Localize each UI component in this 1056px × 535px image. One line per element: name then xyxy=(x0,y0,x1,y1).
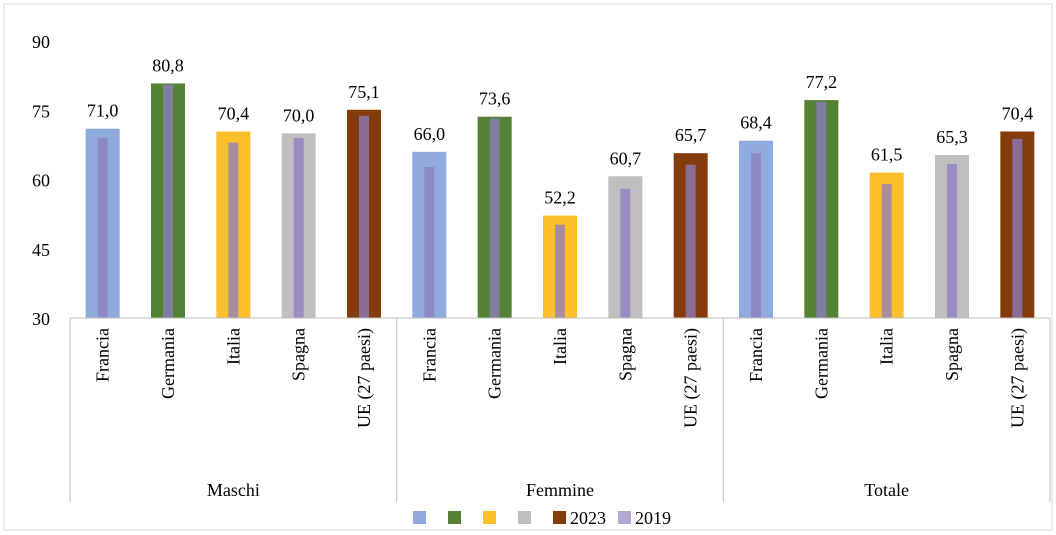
x-group-label: Maschi xyxy=(207,480,260,500)
y-tick-label: 75 xyxy=(32,101,50,121)
x-category-label: Germania xyxy=(158,328,178,399)
legend: 2023 2019 xyxy=(413,508,671,528)
legend-swatch xyxy=(618,511,631,524)
data-label: 80,8 xyxy=(152,55,184,75)
y-tick-label: 45 xyxy=(32,240,50,260)
x-category-label: Spagna xyxy=(615,328,635,381)
bar-2019 xyxy=(424,167,435,318)
bar-2019 xyxy=(293,137,304,318)
legend-swatch xyxy=(518,511,531,524)
bar-2019 xyxy=(1012,138,1023,318)
bar-2019 xyxy=(489,118,500,318)
x-category-label: Spagna xyxy=(289,328,309,381)
data-label: 65,7 xyxy=(675,125,707,145)
data-label: 75,1 xyxy=(348,82,380,102)
y-tick-label: 30 xyxy=(32,309,50,329)
x-category-label: UE (27 paesi) xyxy=(354,328,375,428)
series-2019 xyxy=(97,84,1023,318)
y-axis: 30 45 60 75 90 xyxy=(32,32,50,329)
bar-2019 xyxy=(685,164,696,318)
x-category-label: Germania xyxy=(811,328,831,399)
y-tick-label: 90 xyxy=(32,32,50,52)
data-label: 70,4 xyxy=(218,103,250,123)
legend-swatch xyxy=(483,511,496,524)
data-label: 65,3 xyxy=(936,127,968,147)
legend-swatch xyxy=(553,511,566,524)
legend-swatch xyxy=(413,511,426,524)
bar-2019 xyxy=(881,184,892,318)
data-label: 73,6 xyxy=(479,89,511,109)
x-category-label: UE (27 paesi) xyxy=(681,328,702,428)
x-category-label: Italia xyxy=(223,328,243,365)
x-category-label: Francia xyxy=(746,328,766,382)
bar-2019 xyxy=(359,115,369,318)
y-tick-label: 60 xyxy=(32,171,50,191)
data-label: 60,7 xyxy=(610,148,642,168)
data-label: 70,0 xyxy=(283,105,315,125)
x-category-label: Francia xyxy=(419,328,439,382)
bar-2019 xyxy=(620,188,631,318)
data-label: 66,0 xyxy=(414,124,446,144)
x-group-label: Femmine xyxy=(526,480,594,500)
data-label: 68,4 xyxy=(740,113,772,133)
x-category-label: Francia xyxy=(93,328,113,382)
data-label: 52,2 xyxy=(544,188,576,208)
bar-2019 xyxy=(163,84,173,318)
x-group-label: Totale xyxy=(864,480,909,500)
x-category-label: Italia xyxy=(877,328,897,365)
bar-2019 xyxy=(228,142,239,318)
x-category-label: Spagna xyxy=(942,328,962,381)
x-axis: Francia Germania Italia Spagna UE (27 paesi)… xyxy=(69,317,1051,502)
bar-2019 xyxy=(751,153,761,318)
bar-2019 xyxy=(816,101,827,318)
data-label: 71,0 xyxy=(87,101,119,121)
legend-swatch xyxy=(448,511,461,524)
data-label: 77,2 xyxy=(806,72,838,92)
x-category-label: Italia xyxy=(550,328,570,365)
x-category-label: Germania xyxy=(485,328,505,399)
bar-2019 xyxy=(947,163,957,318)
data-label: 61,5 xyxy=(871,145,903,165)
legend-label: 2019 xyxy=(635,508,671,528)
x-category-label: UE (27 paesi) xyxy=(1007,328,1028,428)
data-label: 70,4 xyxy=(1002,103,1034,123)
legend-label: 2023 xyxy=(570,508,606,528)
bar-2019 xyxy=(555,224,565,318)
bar-2019 xyxy=(97,137,108,318)
data-labels: 71,0 80,8 70,4 70,0 75,1 66,0 73,6 52,2 60,7 65,7… xyxy=(87,55,1033,207)
